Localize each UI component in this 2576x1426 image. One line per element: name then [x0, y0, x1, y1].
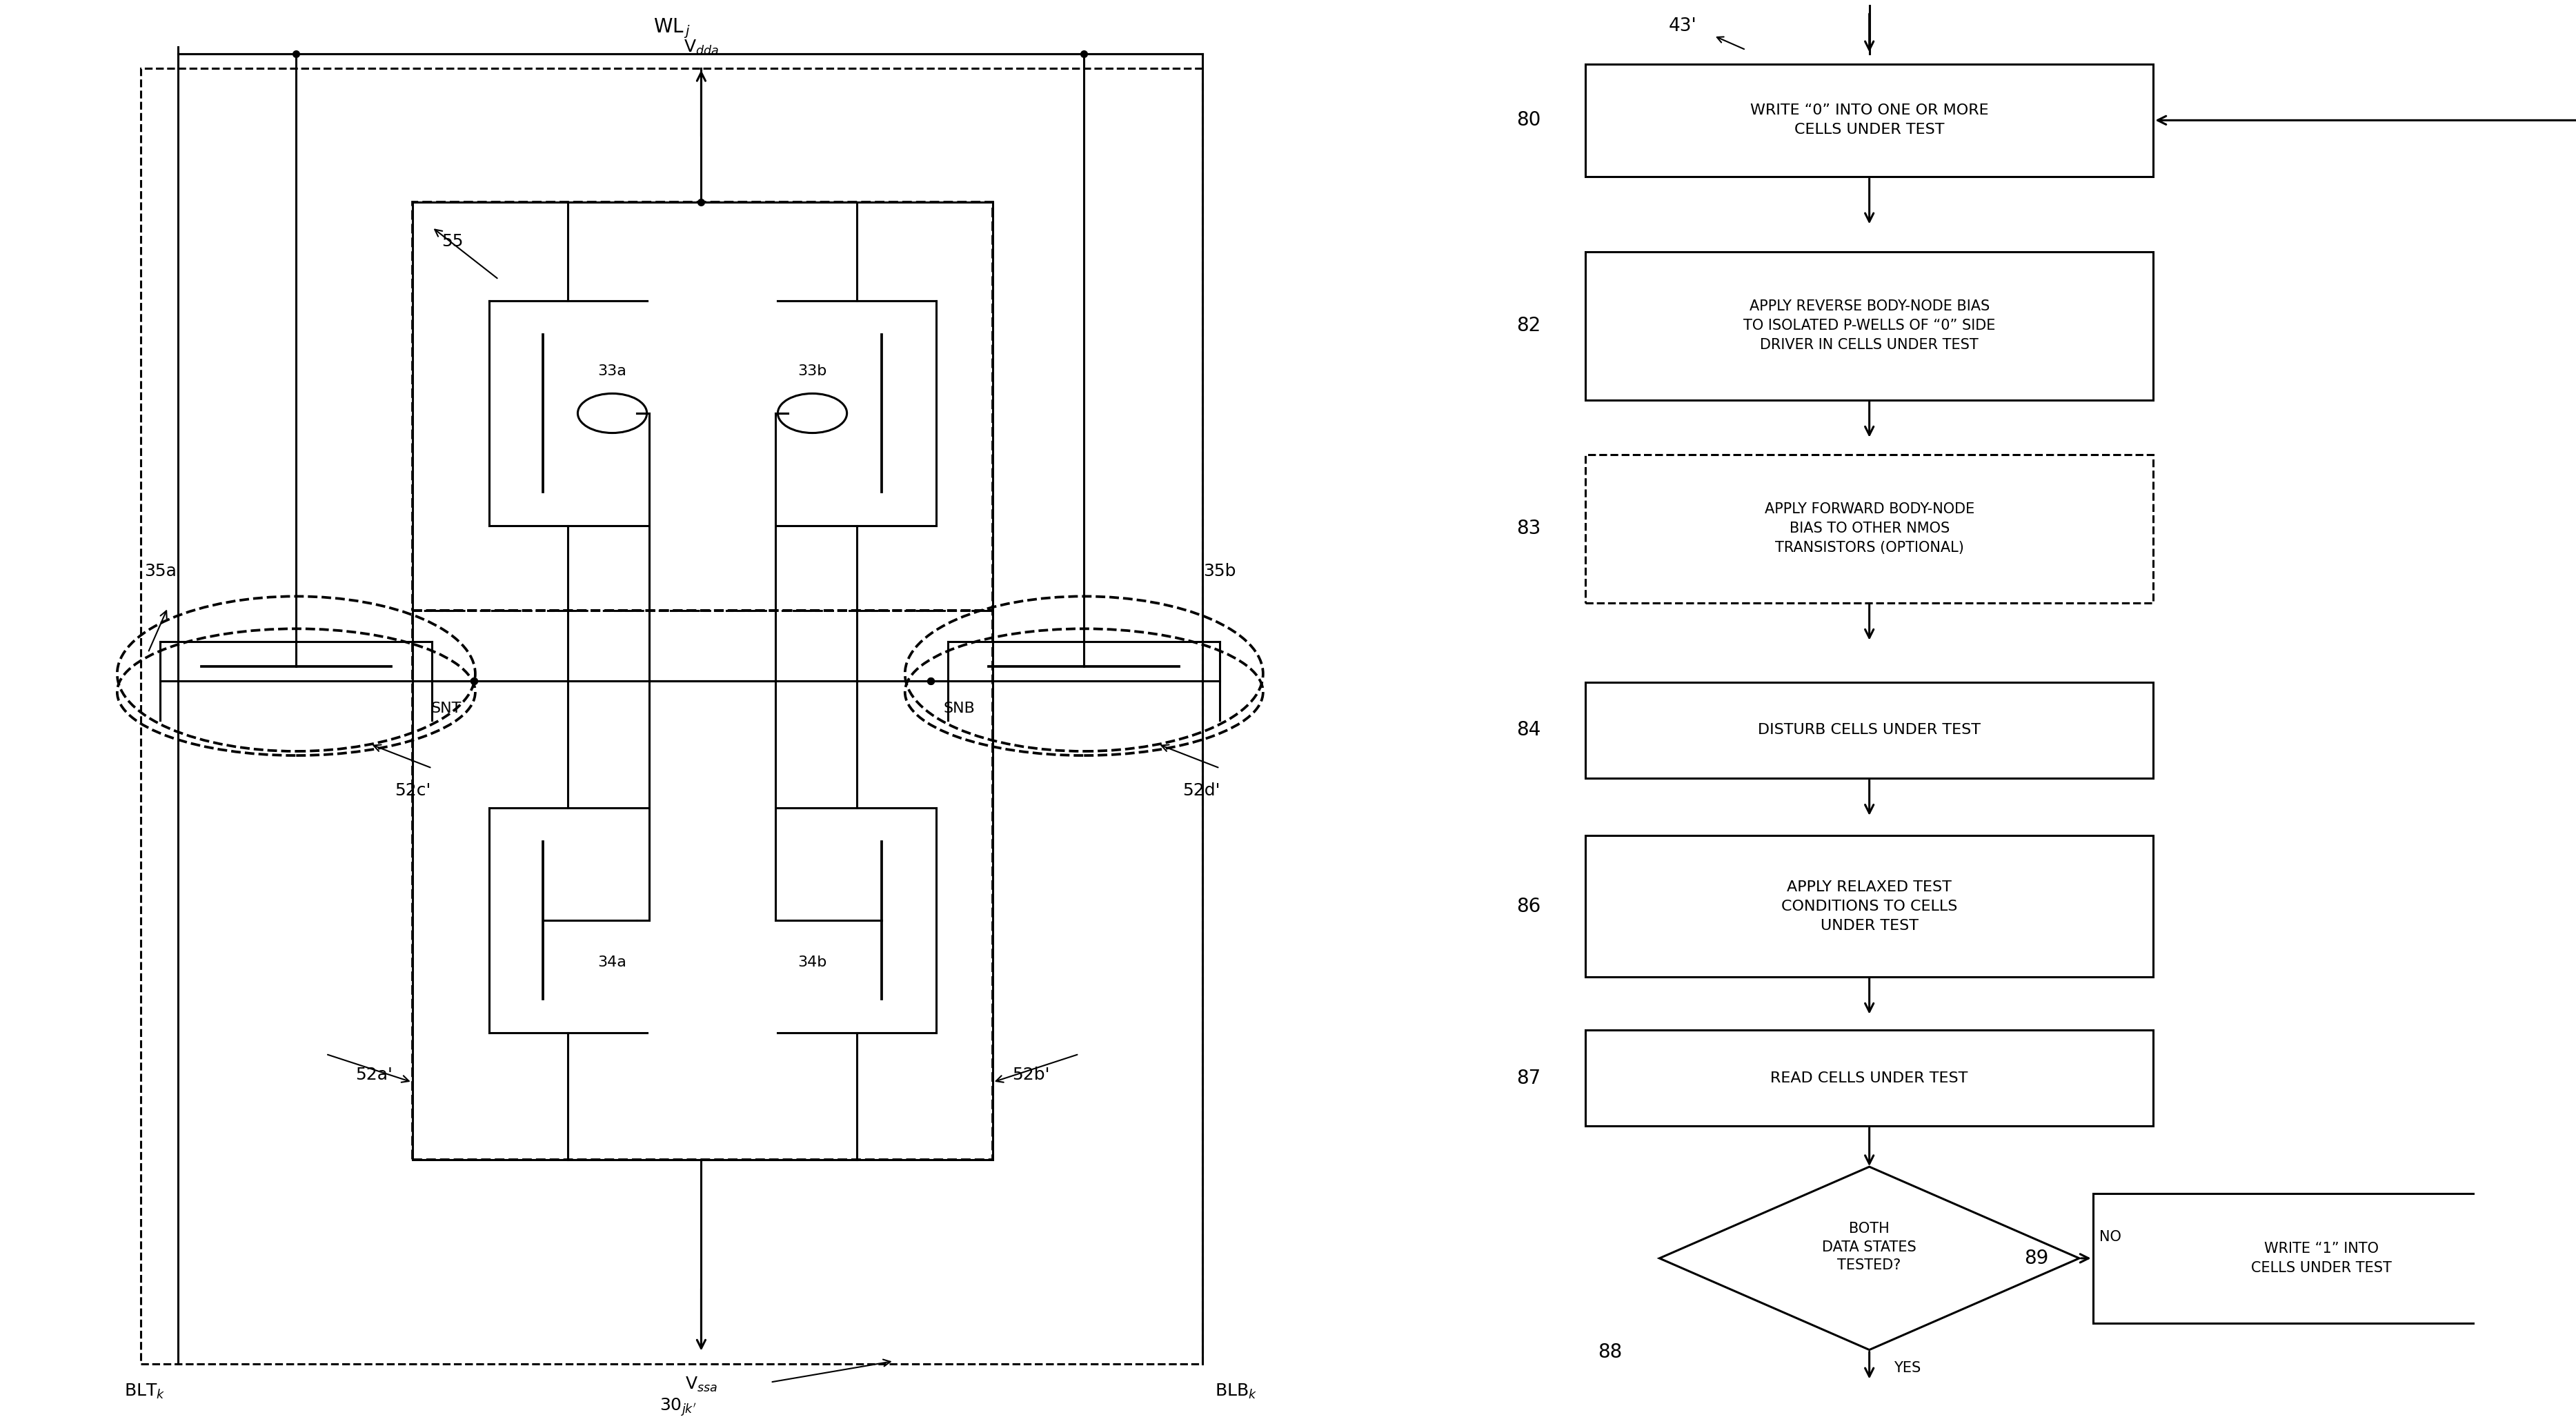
Text: 52c': 52c' — [394, 783, 430, 799]
Text: 87: 87 — [1517, 1068, 1540, 1088]
Text: APPLY REVERSE BODY-NODE BIAS
TO ISOLATED P-WELLS OF “0” SIDE
DRIVER IN CELLS UND: APPLY REVERSE BODY-NODE BIAS TO ISOLATED… — [1744, 299, 1996, 352]
Text: APPLY RELAXED TEST
CONDITIONS TO CELLS
UNDER TEST: APPLY RELAXED TEST CONDITIONS TO CELLS U… — [1780, 880, 1958, 933]
Text: 35a: 35a — [144, 563, 178, 579]
Text: V$_{dda}$: V$_{dda}$ — [683, 39, 719, 57]
Text: 84: 84 — [1517, 720, 1540, 740]
Text: READ CELLS UNDER TEST: READ CELLS UNDER TEST — [1770, 1071, 1968, 1085]
Text: 83: 83 — [1517, 519, 1540, 539]
Text: 52a': 52a' — [355, 1067, 392, 1084]
Text: V$_{ssa}$: V$_{ssa}$ — [685, 1375, 719, 1393]
Text: 88: 88 — [1597, 1343, 1623, 1362]
Text: 33b: 33b — [799, 364, 827, 378]
Text: BLB$_k$: BLB$_k$ — [1216, 1382, 1257, 1400]
Text: APPLY FORWARD BODY-NODE
BIAS TO OTHER NMOS
TRANSISTORS (OPTIONAL): APPLY FORWARD BODY-NODE BIAS TO OTHER NM… — [1765, 502, 1973, 555]
Text: SNT: SNT — [430, 702, 461, 716]
Text: 55: 55 — [443, 232, 464, 250]
Text: BLT$_k$: BLT$_k$ — [124, 1382, 165, 1400]
Text: 30$_{jk'}$: 30$_{jk'}$ — [659, 1396, 696, 1417]
Text: 80: 80 — [1517, 111, 1540, 130]
Text: NO: NO — [2099, 1231, 2120, 1245]
Text: BOTH
DATA STATES
TESTED?: BOTH DATA STATES TESTED? — [1821, 1222, 1917, 1272]
Text: 89: 89 — [2025, 1249, 2048, 1268]
Text: DISTURB CELLS UNDER TEST: DISTURB CELLS UNDER TEST — [1757, 723, 1981, 737]
Text: WRITE “0” INTO ONE OR MORE
CELLS UNDER TEST: WRITE “0” INTO ONE OR MORE CELLS UNDER T… — [1749, 104, 1989, 137]
Text: YES: YES — [1893, 1360, 1922, 1375]
Text: 33a: 33a — [598, 364, 626, 378]
Text: SNB: SNB — [943, 702, 974, 716]
Text: WL$_{\,j}$: WL$_{\,j}$ — [654, 17, 690, 40]
Text: WRITE “1” INTO
CELLS UNDER TEST: WRITE “1” INTO CELLS UNDER TEST — [2251, 1242, 2391, 1275]
Text: 34b: 34b — [799, 955, 827, 970]
Text: 35b: 35b — [1203, 563, 1236, 579]
Text: 34a: 34a — [598, 955, 626, 970]
Text: 82: 82 — [1517, 317, 1540, 335]
Text: 43': 43' — [1669, 17, 1698, 34]
Text: 86: 86 — [1517, 897, 1540, 915]
Text: 52b': 52b' — [1012, 1067, 1051, 1084]
Text: 52d': 52d' — [1182, 783, 1221, 799]
